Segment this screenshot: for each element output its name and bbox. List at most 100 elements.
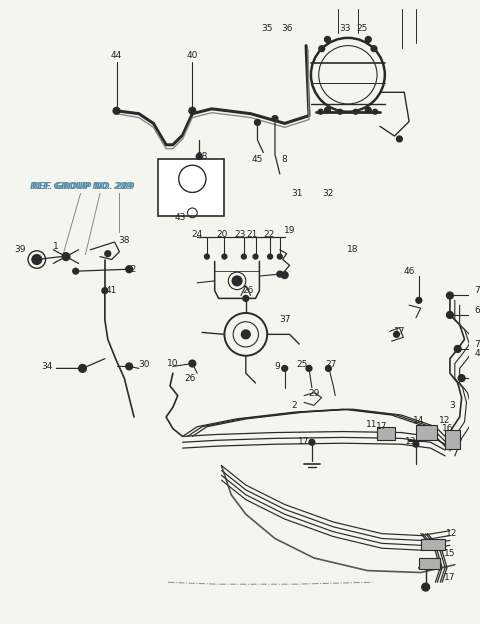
Circle shape xyxy=(272,115,278,122)
Text: 19: 19 xyxy=(284,226,295,235)
Bar xyxy=(416,425,437,441)
Text: 39: 39 xyxy=(14,245,26,255)
Text: 17: 17 xyxy=(299,437,310,446)
Text: 44: 44 xyxy=(111,51,122,60)
Bar xyxy=(445,430,460,449)
Text: 28: 28 xyxy=(196,152,208,161)
Circle shape xyxy=(324,107,330,113)
Circle shape xyxy=(113,107,120,114)
Circle shape xyxy=(232,276,242,286)
Circle shape xyxy=(282,366,288,371)
Circle shape xyxy=(371,46,377,52)
Text: 34: 34 xyxy=(41,362,52,371)
Circle shape xyxy=(365,107,371,113)
Bar xyxy=(158,159,225,216)
Circle shape xyxy=(222,254,227,259)
Circle shape xyxy=(413,441,419,447)
Text: 16: 16 xyxy=(442,424,454,433)
Circle shape xyxy=(458,374,465,381)
Text: 45: 45 xyxy=(252,155,263,164)
Text: 3: 3 xyxy=(449,401,455,410)
Text: 6: 6 xyxy=(474,306,480,314)
Circle shape xyxy=(309,439,315,445)
Circle shape xyxy=(318,109,323,114)
Circle shape xyxy=(241,330,250,339)
Text: 33: 33 xyxy=(339,24,351,32)
Text: REF. GROUP NO. 289: REF. GROUP NO. 289 xyxy=(30,182,132,191)
Circle shape xyxy=(324,37,330,42)
Circle shape xyxy=(79,364,86,373)
Circle shape xyxy=(105,251,111,256)
Text: 46: 46 xyxy=(403,266,415,276)
Circle shape xyxy=(372,109,378,114)
Circle shape xyxy=(454,346,461,353)
Text: 17: 17 xyxy=(376,422,388,431)
Text: 40: 40 xyxy=(187,51,198,60)
Text: 37: 37 xyxy=(279,315,290,324)
Bar xyxy=(419,558,440,568)
Bar xyxy=(421,539,445,550)
Text: 43: 43 xyxy=(175,213,186,222)
Circle shape xyxy=(353,109,358,114)
Text: 29: 29 xyxy=(308,389,320,398)
Circle shape xyxy=(277,254,282,259)
Circle shape xyxy=(189,360,196,367)
Text: 35: 35 xyxy=(262,24,273,32)
Circle shape xyxy=(446,311,453,318)
Text: 31: 31 xyxy=(291,189,303,198)
Text: 12: 12 xyxy=(446,529,457,538)
Circle shape xyxy=(306,366,312,371)
Text: 41: 41 xyxy=(106,286,117,295)
Circle shape xyxy=(281,271,288,278)
Text: 13: 13 xyxy=(405,437,417,446)
Text: 32: 32 xyxy=(323,189,334,198)
Circle shape xyxy=(243,296,249,301)
Text: 9: 9 xyxy=(274,362,280,371)
Text: REF. GROUP NO. 289: REF. GROUP NO. 289 xyxy=(32,182,134,191)
Text: 27: 27 xyxy=(325,360,337,369)
Text: 22: 22 xyxy=(264,230,275,239)
Circle shape xyxy=(277,271,283,277)
Text: 12: 12 xyxy=(439,416,451,426)
Circle shape xyxy=(126,363,132,370)
Text: 21: 21 xyxy=(246,230,257,239)
Text: 7: 7 xyxy=(474,286,480,295)
Circle shape xyxy=(446,292,453,299)
Text: 25: 25 xyxy=(357,24,368,32)
Circle shape xyxy=(73,268,79,274)
Circle shape xyxy=(102,288,108,293)
Circle shape xyxy=(319,46,324,52)
Text: 18: 18 xyxy=(347,245,359,255)
Text: 4: 4 xyxy=(474,349,480,358)
Text: 24: 24 xyxy=(192,230,203,239)
Text: 17: 17 xyxy=(394,327,405,336)
Circle shape xyxy=(126,266,132,273)
Text: 10: 10 xyxy=(167,359,179,368)
Circle shape xyxy=(337,109,343,114)
Circle shape xyxy=(422,583,430,591)
Text: 15: 15 xyxy=(444,548,456,558)
Circle shape xyxy=(196,154,202,159)
Text: 42: 42 xyxy=(125,265,137,274)
Circle shape xyxy=(189,107,196,114)
Text: 23: 23 xyxy=(234,230,246,239)
Circle shape xyxy=(396,136,402,142)
Text: 26: 26 xyxy=(242,286,253,295)
Text: 25: 25 xyxy=(297,360,308,369)
Text: 26: 26 xyxy=(185,374,196,383)
Circle shape xyxy=(416,298,422,303)
Text: 17: 17 xyxy=(444,573,456,582)
Circle shape xyxy=(204,254,209,259)
Circle shape xyxy=(394,331,399,338)
Circle shape xyxy=(254,120,260,125)
Text: 36: 36 xyxy=(281,24,292,32)
Circle shape xyxy=(62,253,70,260)
Text: 38: 38 xyxy=(119,236,130,245)
Text: 20: 20 xyxy=(217,230,228,239)
Circle shape xyxy=(32,255,42,265)
Circle shape xyxy=(253,254,258,259)
Circle shape xyxy=(325,366,331,371)
Bar xyxy=(377,427,395,441)
Circle shape xyxy=(241,254,246,259)
Text: 14: 14 xyxy=(413,416,424,426)
